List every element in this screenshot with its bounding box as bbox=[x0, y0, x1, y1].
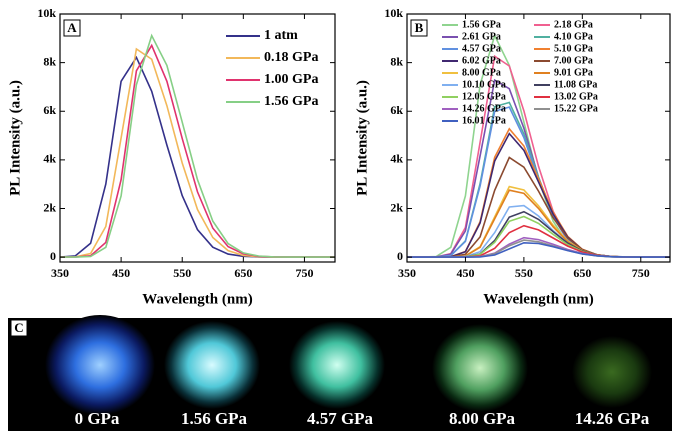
legend-label: 6.02 GPa bbox=[462, 55, 501, 66]
legend-label: 10.10 GPa bbox=[462, 79, 506, 90]
figure: C 0 GPa 1.56 GPa 4.57 GPa 8.00 GPa 14.26… bbox=[0, 0, 677, 431]
legend-label: 16.01 GPa bbox=[462, 115, 506, 126]
photo-caption: 0 GPa bbox=[75, 409, 120, 428]
x-tick-label: 350 bbox=[398, 266, 416, 280]
legend-label: 1.56 GPa bbox=[462, 19, 501, 30]
legend-label: 7.00 GPa bbox=[554, 55, 593, 66]
x-tick-label: 650 bbox=[234, 266, 252, 280]
x-tick-label: 450 bbox=[456, 266, 474, 280]
x-tick-label: 750 bbox=[632, 266, 650, 280]
series-line bbox=[407, 217, 670, 258]
y-tick-label: 10k bbox=[384, 6, 403, 20]
y-tick-label: 4k bbox=[390, 152, 403, 166]
photo-caption: 1.56 GPa bbox=[181, 409, 248, 428]
legend-label: 0.18 GPa bbox=[264, 50, 318, 65]
x-tick-label: 650 bbox=[573, 266, 591, 280]
y-tick-label: 2k bbox=[43, 200, 56, 214]
sample-glow bbox=[45, 315, 155, 415]
x-tick-label: 350 bbox=[51, 266, 69, 280]
legend-label: 2.61 GPa bbox=[462, 31, 501, 42]
legend-label: 11.08 GPa bbox=[554, 79, 597, 90]
series-line bbox=[407, 134, 670, 258]
sample-glow bbox=[572, 336, 652, 408]
y-tick-label: 2k bbox=[390, 200, 403, 214]
legend-label: 4.10 GPa bbox=[554, 31, 593, 42]
photo-caption: 4.57 GPa bbox=[307, 409, 374, 428]
legend-label: 14.26 GPa bbox=[462, 103, 506, 114]
y-tick-label: 6k bbox=[390, 103, 403, 117]
x-tick-label: 450 bbox=[112, 266, 130, 280]
x-tick-label: 550 bbox=[173, 266, 191, 280]
legend-label: 12.05 GPa bbox=[462, 91, 506, 102]
series-line bbox=[60, 57, 335, 257]
legend-label: 15.22 GPa bbox=[554, 103, 598, 114]
photo-panel: C 0 GPa 1.56 GPa 4.57 GPa 8.00 GPa 14.26… bbox=[8, 315, 672, 431]
legend-label: 13.02 GPa bbox=[554, 91, 598, 102]
y-axis-label: PL Intensity (a.u.) bbox=[354, 80, 370, 196]
sample-glow bbox=[432, 324, 528, 412]
page: C 0 GPa 1.56 GPa 4.57 GPa 8.00 GPa 14.26… bbox=[0, 0, 677, 431]
legend-label: 4.57 GPa bbox=[462, 43, 501, 54]
x-tick-label: 550 bbox=[515, 266, 533, 280]
panel-label: B bbox=[415, 20, 424, 35]
series-line bbox=[407, 187, 670, 258]
photo-caption: 14.26 GPa bbox=[575, 409, 650, 428]
x-tick-label: 750 bbox=[295, 266, 313, 280]
series-line bbox=[407, 129, 670, 257]
y-tick-label: 6k bbox=[43, 103, 56, 117]
x-axis-label: Wavelength (nm) bbox=[142, 291, 252, 307]
y-tick-label: 10k bbox=[37, 6, 56, 20]
legend-label: 2.18 GPa bbox=[554, 19, 593, 30]
y-tick-label: 0 bbox=[50, 249, 56, 263]
legend-label: 9.01 GPa bbox=[554, 67, 593, 78]
legend-label: 1.00 GPa bbox=[264, 72, 318, 87]
legend-label: 5.10 GPa bbox=[554, 43, 593, 54]
y-tick-label: 8k bbox=[390, 54, 403, 68]
series-line bbox=[60, 36, 335, 258]
y-axis-label: PL Intensity (a.u.) bbox=[7, 80, 23, 196]
y-tick-label: 8k bbox=[43, 54, 56, 68]
x-axis-label: Wavelength (nm) bbox=[483, 291, 593, 307]
series-line bbox=[407, 56, 670, 257]
legend-label: 1 atm bbox=[264, 28, 298, 43]
legend-label: 8.00 GPa bbox=[462, 67, 501, 78]
panel-label: C bbox=[14, 320, 23, 335]
chart: 350 450 550 650 750 0 2k 4k 6k 8k 10k Wavelength (n… bbox=[7, 6, 335, 308]
photo-caption: 8.00 GPa bbox=[449, 409, 516, 428]
sample-glow bbox=[164, 321, 260, 409]
sample-glow bbox=[289, 321, 385, 409]
legend-label: 1.56 GPa bbox=[264, 94, 318, 109]
plot-frame bbox=[407, 14, 670, 262]
chart: 350 450 550 650 750 0 2k 4k 6k 8k 10k Wavelength (n… bbox=[354, 6, 670, 308]
y-tick-label: 0 bbox=[397, 249, 403, 263]
y-tick-label: 4k bbox=[43, 152, 56, 166]
panel-label: A bbox=[67, 20, 77, 35]
